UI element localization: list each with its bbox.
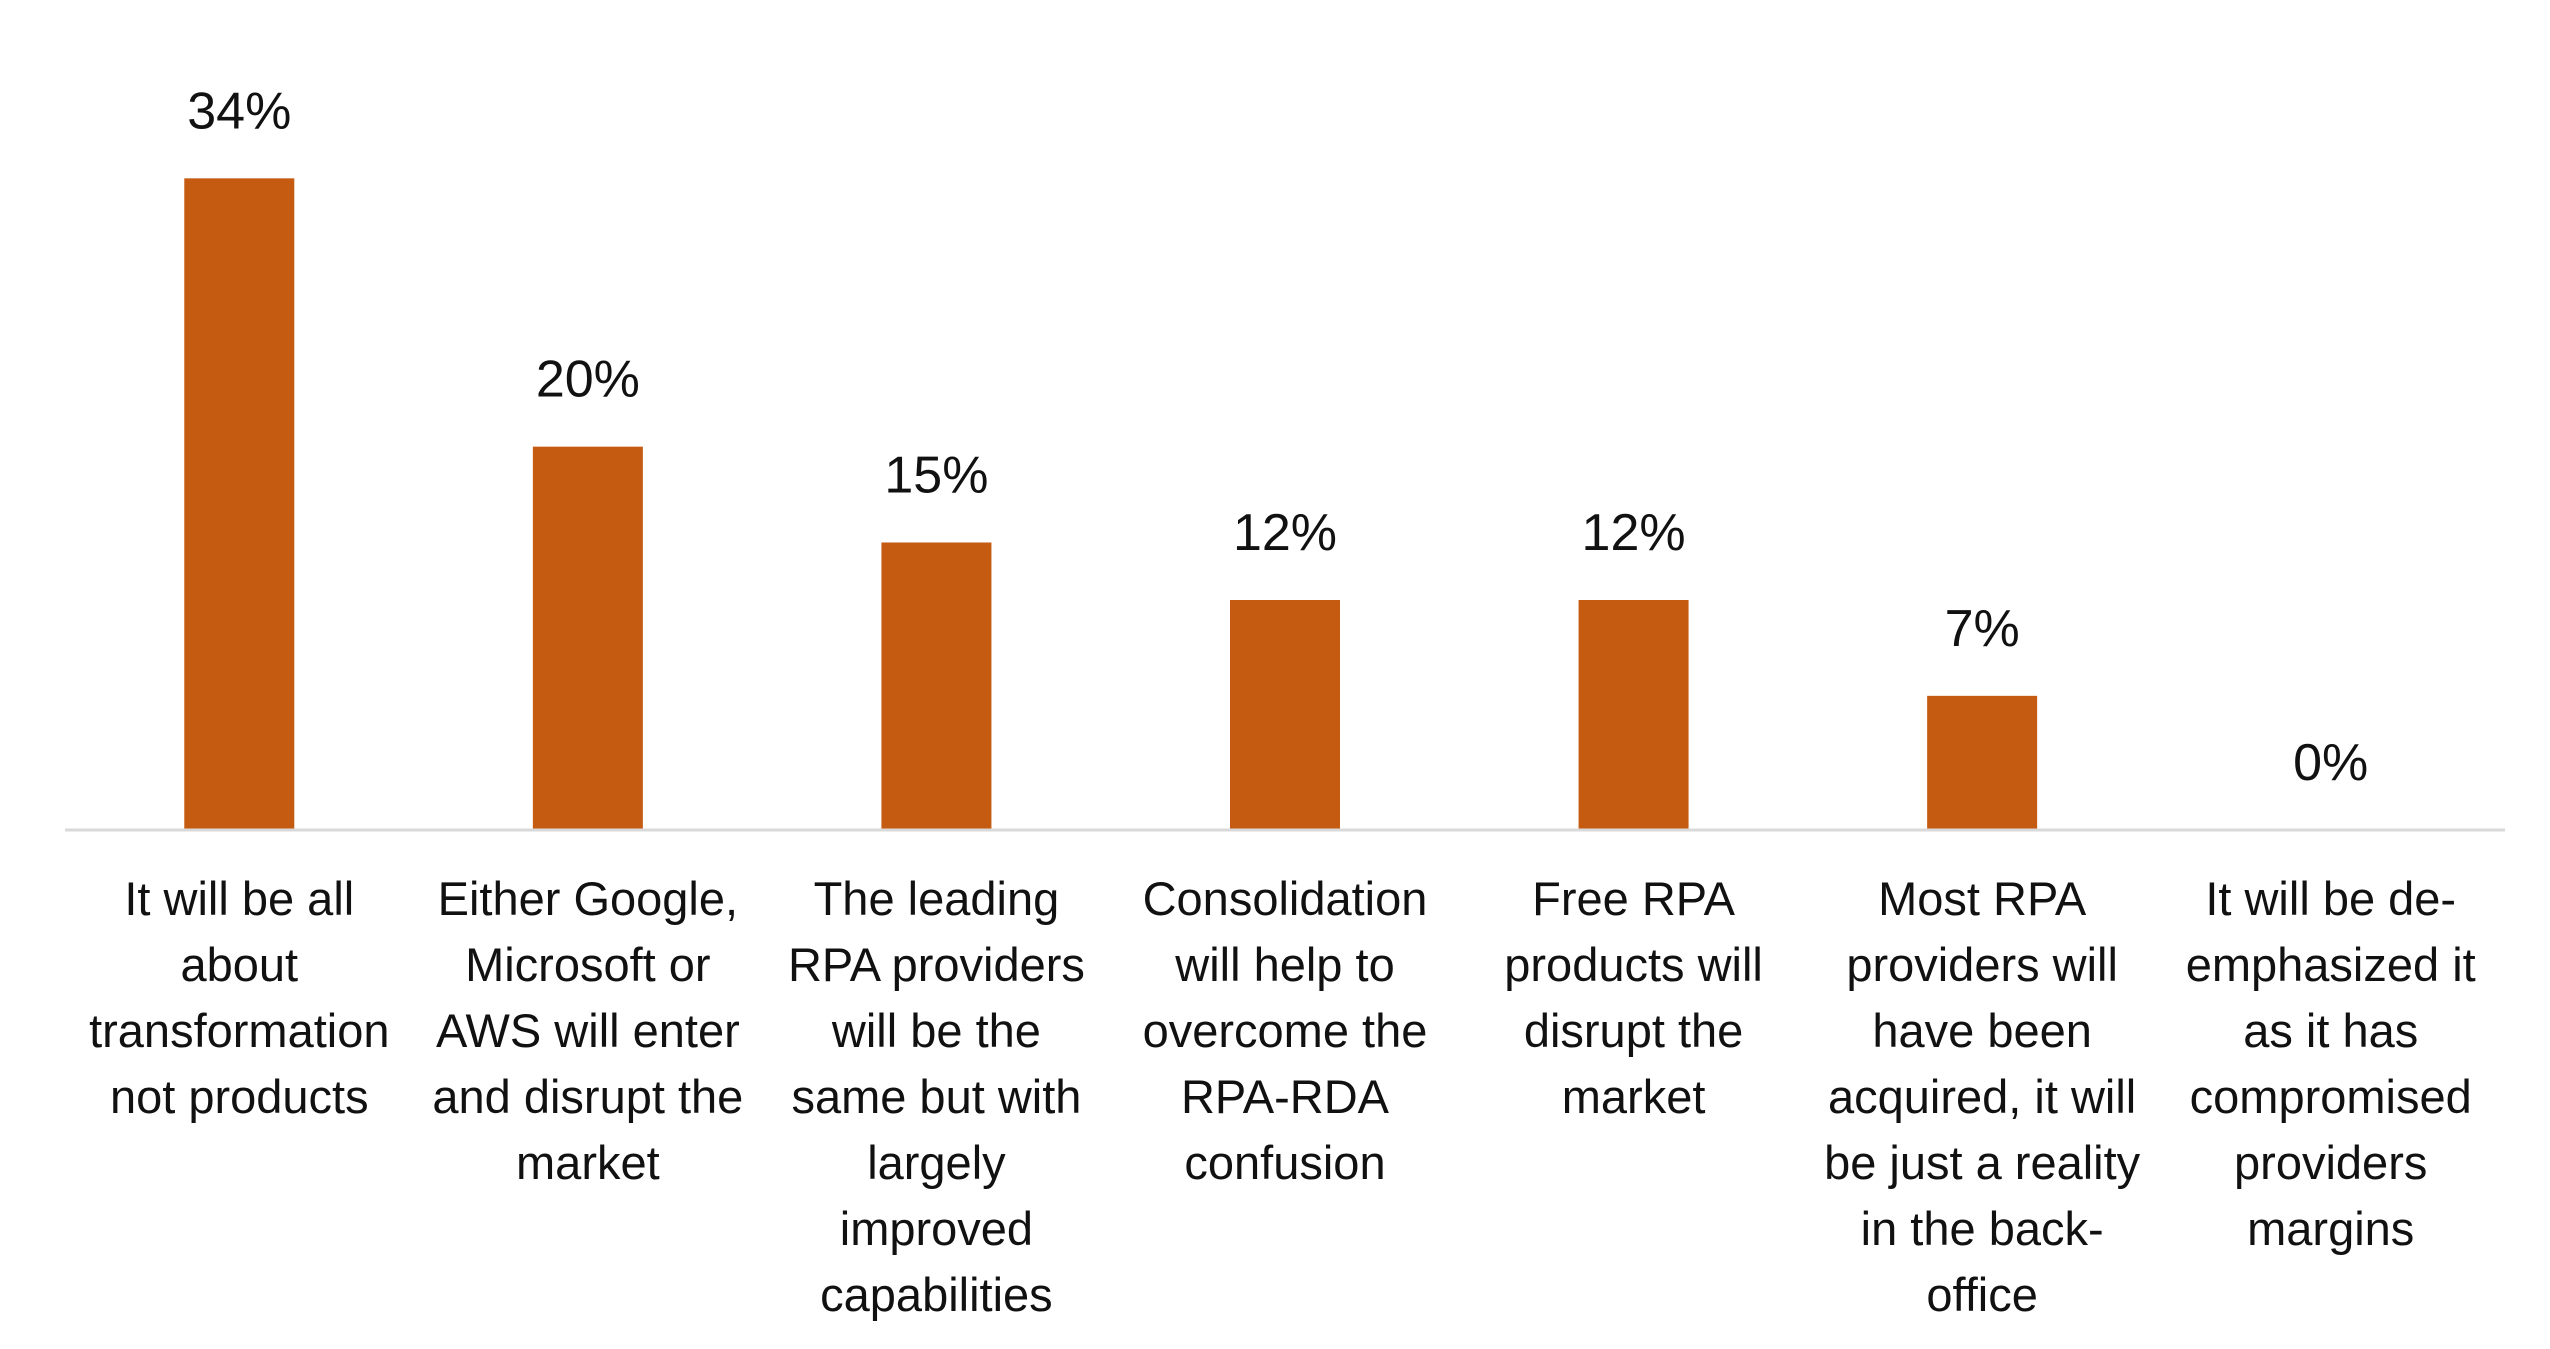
category-label-line: overcome the: [1143, 1004, 1428, 1057]
category-label-3: The leading RPA providers will be the same …: [788, 872, 1085, 1321]
bar-4: [1230, 600, 1340, 830]
category-label-line: market: [1562, 1070, 1706, 1123]
category-label-line: and disrupt the: [432, 1070, 743, 1123]
category-label-line: not products: [110, 1070, 369, 1123]
category-label-line: emphasized it: [2186, 938, 2476, 991]
category-label-line: have been: [1872, 1004, 2092, 1057]
category-label-line: will be the: [831, 1004, 1041, 1057]
category-label-line: Consolidation: [1143, 872, 1428, 925]
category-label-4: Consolidation will help to overcome the RPA…: [1143, 872, 1428, 1189]
category-label-line: acquired, it will: [1828, 1070, 2136, 1123]
category-label-line: compromised: [2190, 1070, 2472, 1123]
value-label-4: 12%: [1233, 504, 1337, 562]
category-labels-group: It will be all about transformation not pro…: [89, 872, 2476, 1321]
category-label-line: providers will: [1846, 938, 2118, 991]
category-label-line: Free RPA: [1532, 872, 1735, 925]
category-label-line: margins: [2247, 1202, 2414, 1255]
bar-6: [1927, 695, 2038, 830]
value-labels-group: 34% 20% 15% 12% 12% 7% 0%: [187, 82, 2368, 792]
value-label-7: 0%: [2293, 734, 2368, 792]
bar-2: [532, 446, 643, 830]
category-label-line: about: [180, 938, 298, 991]
bar-1: [184, 178, 295, 831]
category-label-line: disrupt the: [1524, 1004, 1743, 1057]
value-label-1: 34%: [187, 82, 291, 140]
category-label-line: be just a reality: [1824, 1136, 2141, 1189]
category-label-6: Most RPA providers will have been acquired,…: [1824, 872, 2141, 1321]
category-label-line: It will be all: [124, 872, 354, 925]
category-label-line: market: [516, 1136, 660, 1189]
category-label-7: It will be de-emphasized it as it has comp…: [2186, 872, 2476, 1255]
value-label-5: 12%: [1582, 504, 1686, 562]
value-label-3: 15%: [884, 447, 988, 505]
category-label-line: office: [1926, 1268, 2038, 1321]
category-label-line: improved: [840, 1202, 1033, 1255]
bar-5: [1578, 600, 1689, 830]
category-label-line: largely: [867, 1136, 1006, 1189]
category-label-line: The leading: [814, 872, 1060, 925]
category-label-line: same but with: [791, 1070, 1081, 1123]
category-label-line: as it has: [2243, 1004, 2418, 1057]
category-label-line: AWS will enter: [436, 1004, 740, 1057]
category-label-line: confusion: [1184, 1136, 1385, 1189]
bars-group: [184, 178, 2038, 831]
category-label-line: It will be de-: [2205, 872, 2456, 925]
category-label-line: Either Google,: [438, 872, 738, 925]
category-label-5: Free RPA products will disrupt the market: [1504, 872, 1763, 1123]
category-label-line: in the back-: [1861, 1202, 2104, 1255]
category-label-1: It will be all about transformation not pro…: [89, 872, 389, 1123]
category-label-line: will help to: [1174, 938, 1394, 991]
category-label-line: providers: [2234, 1136, 2427, 1189]
category-label-line: products will: [1504, 938, 1763, 991]
category-label-line: RPA providers: [788, 938, 1085, 991]
category-label-line: RPA-RDA: [1181, 1070, 1390, 1123]
category-label-line: capabilities: [820, 1268, 1053, 1321]
value-label-6: 7%: [1945, 600, 2020, 658]
category-label-line: transformation: [89, 1004, 389, 1057]
bar-3: [881, 542, 992, 830]
value-label-2: 20%: [536, 351, 640, 409]
category-label-line: Microsoft or: [465, 938, 711, 991]
category-label-line: Most RPA: [1878, 872, 2087, 925]
category-label-2: Either Google, Microsoft or AWS will enter…: [432, 872, 743, 1189]
